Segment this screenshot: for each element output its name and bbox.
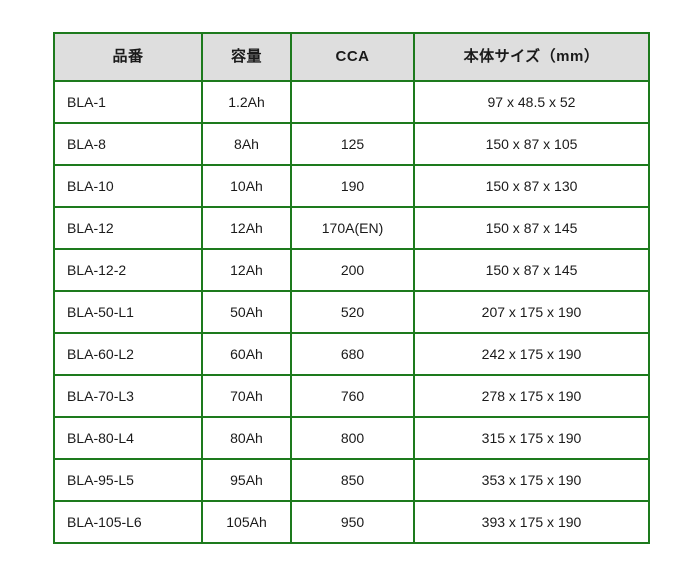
cell-cca: 190	[290, 164, 415, 208]
battery-spec-table-container: 品番 容量 CCA 本体サイズ（mm） BLA-1 1.2Ah 97 x 48.5 …	[53, 32, 650, 544]
cell-size: 353 x 175 x 190	[413, 458, 650, 502]
cell-size: 278 x 175 x 190	[413, 374, 650, 418]
cell-cca	[290, 80, 415, 124]
cell-capacity: 1.2Ah	[201, 80, 292, 124]
battery-spec-table: 品番 容量 CCA 本体サイズ（mm） BLA-1 1.2Ah 97 x 48.5 …	[53, 32, 650, 544]
table-row: BLA-8 8Ah 125 150 x 87 x 105	[53, 122, 650, 166]
cell-capacity: 60Ah	[201, 332, 292, 376]
cell-model: BLA-70-L3	[53, 374, 203, 418]
cell-size: 393 x 175 x 190	[413, 500, 650, 544]
table-row: BLA-1 1.2Ah 97 x 48.5 x 52	[53, 80, 650, 124]
table-header-row: 品番 容量 CCA 本体サイズ（mm）	[53, 32, 650, 82]
cell-capacity: 105Ah	[201, 500, 292, 544]
cell-size: 150 x 87 x 105	[413, 122, 650, 166]
cell-model: BLA-12	[53, 206, 203, 250]
cell-model: BLA-1	[53, 80, 203, 124]
cell-model: BLA-105-L6	[53, 500, 203, 544]
table-row: BLA-95-L5 95Ah 850 353 x 175 x 190	[53, 458, 650, 502]
column-header-size: 本体サイズ（mm）	[413, 32, 650, 82]
cell-cca: 170A(EN)	[290, 206, 415, 250]
cell-size: 150 x 87 x 145	[413, 248, 650, 292]
cell-model: BLA-95-L5	[53, 458, 203, 502]
cell-size: 150 x 87 x 145	[413, 206, 650, 250]
column-header-capacity: 容量	[201, 32, 292, 82]
cell-cca: 125	[290, 122, 415, 166]
cell-capacity: 12Ah	[201, 206, 292, 250]
column-header-model: 品番	[53, 32, 203, 82]
cell-cca: 520	[290, 290, 415, 334]
cell-capacity: 95Ah	[201, 458, 292, 502]
cell-cca: 950	[290, 500, 415, 544]
table-header: 品番 容量 CCA 本体サイズ（mm）	[53, 32, 650, 82]
cell-size: 97 x 48.5 x 52	[413, 80, 650, 124]
cell-capacity: 80Ah	[201, 416, 292, 460]
cell-model: BLA-80-L4	[53, 416, 203, 460]
cell-capacity: 50Ah	[201, 290, 292, 334]
table-row: BLA-10 10Ah 190 150 x 87 x 130	[53, 164, 650, 208]
cell-size: 315 x 175 x 190	[413, 416, 650, 460]
cell-model: BLA-50-L1	[53, 290, 203, 334]
cell-cca: 760	[290, 374, 415, 418]
table-row: BLA-12-2 12Ah 200 150 x 87 x 145	[53, 248, 650, 292]
table-row: BLA-60-L2 60Ah 680 242 x 175 x 190	[53, 332, 650, 376]
table-row: BLA-105-L6 105Ah 950 393 x 175 x 190	[53, 500, 650, 544]
cell-cca: 800	[290, 416, 415, 460]
cell-model: BLA-60-L2	[53, 332, 203, 376]
cell-size: 207 x 175 x 190	[413, 290, 650, 334]
table-row: BLA-12 12Ah 170A(EN) 150 x 87 x 145	[53, 206, 650, 250]
column-header-cca: CCA	[290, 32, 415, 82]
cell-cca: 850	[290, 458, 415, 502]
cell-cca: 680	[290, 332, 415, 376]
cell-model: BLA-10	[53, 164, 203, 208]
cell-model: BLA-8	[53, 122, 203, 166]
cell-capacity: 12Ah	[201, 248, 292, 292]
cell-capacity: 70Ah	[201, 374, 292, 418]
cell-capacity: 8Ah	[201, 122, 292, 166]
cell-size: 150 x 87 x 130	[413, 164, 650, 208]
cell-cca: 200	[290, 248, 415, 292]
table-row: BLA-70-L3 70Ah 760 278 x 175 x 190	[53, 374, 650, 418]
cell-capacity: 10Ah	[201, 164, 292, 208]
cell-size: 242 x 175 x 190	[413, 332, 650, 376]
table-body: BLA-1 1.2Ah 97 x 48.5 x 52 BLA-8 8Ah 125 150 x…	[53, 80, 650, 544]
cell-model: BLA-12-2	[53, 248, 203, 292]
table-row: BLA-80-L4 80Ah 800 315 x 175 x 190	[53, 416, 650, 460]
table-row: BLA-50-L1 50Ah 520 207 x 175 x 190	[53, 290, 650, 334]
